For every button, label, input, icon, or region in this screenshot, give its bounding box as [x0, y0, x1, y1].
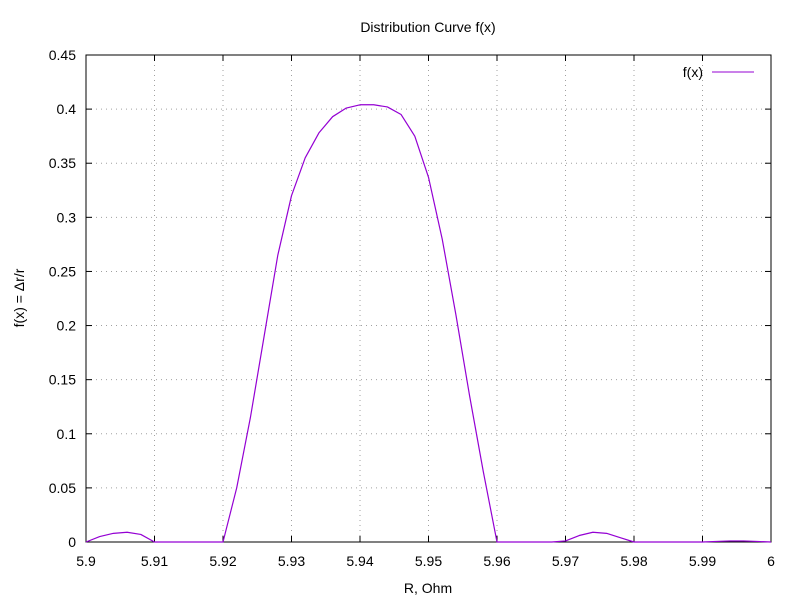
y-tick-label: 0.3 — [57, 209, 77, 225]
x-tick-label: 5.92 — [209, 553, 236, 569]
x-tick-label: 5.97 — [552, 553, 579, 569]
y-tick-label: 0.15 — [49, 372, 76, 388]
x-tick-label: 5.93 — [278, 553, 305, 569]
y-tick-label: 0.45 — [49, 47, 76, 63]
x-tick-label: 5.9 — [76, 553, 96, 569]
plot-frame — [85, 54, 772, 543]
series-line — [85, 104, 772, 543]
y-tick-label: 0.05 — [49, 480, 76, 496]
legend: f(x) — [683, 64, 754, 80]
y-tick-label: 0.35 — [49, 155, 76, 171]
chart-title: Distribution Curve f(x) — [360, 19, 495, 35]
y-axis-label: f(x) = Δr/r — [11, 268, 27, 327]
y-tick-label: 0.4 — [57, 101, 77, 117]
x-axis-label: R, Ohm — [404, 580, 452, 596]
x-tick-label: 6 — [767, 553, 775, 569]
legend-label: f(x) — [683, 64, 703, 80]
y-tick-label: 0 — [68, 534, 76, 550]
x-tick-label: 5.98 — [620, 553, 647, 569]
x-tick-label: 5.96 — [483, 553, 510, 569]
axis-ticks — [85, 54, 772, 543]
x-tick-label: 5.99 — [689, 553, 716, 569]
series-layer — [85, 104, 772, 543]
x-tick-label: 5.95 — [415, 553, 442, 569]
x-tick-label: 5.94 — [346, 553, 373, 569]
x-tick-label: 5.91 — [141, 553, 168, 569]
x-tick-labels: 5.9 5.91 5.92 5.93 5.94 5.95 5.96 5.97 5.98 5.99 6 — [76, 553, 775, 569]
grid — [86, 55, 771, 542]
y-tick-label: 0.1 — [57, 426, 77, 442]
y-tick-label: 0.2 — [57, 318, 77, 334]
y-tick-labels: 0 0.05 0.1 0.15 0.2 0.25 0.3 0.35 0.4 0.45 — [49, 47, 76, 550]
y-tick-label: 0.25 — [49, 263, 76, 279]
